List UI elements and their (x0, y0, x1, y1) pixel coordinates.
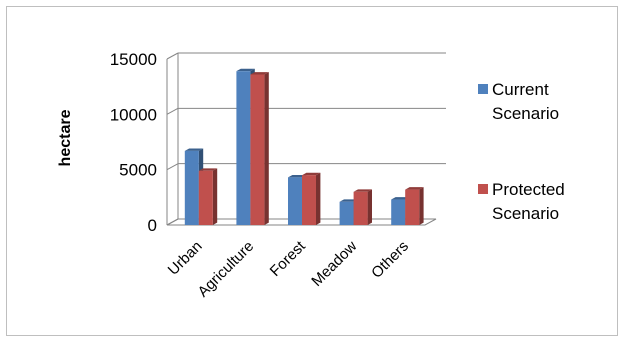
bar-top (302, 172, 321, 176)
chart-floor (166, 218, 437, 226)
y-tick-label: 5000 (119, 161, 157, 180)
bar-side (367, 189, 372, 225)
bar-top (184, 148, 204, 151)
bar-side (316, 172, 321, 225)
bar-top (288, 175, 307, 178)
x-category-label: Meadow (308, 238, 360, 290)
bar-side (264, 72, 269, 226)
bar (184, 150, 199, 225)
legend-label: Scenario (492, 104, 559, 123)
x-category-label: Agriculture (195, 238, 258, 301)
bar-top (250, 72, 269, 75)
gridline-side (166, 163, 179, 171)
bar-side (212, 168, 218, 225)
y-axis-title: hectare (57, 109, 74, 166)
bar (302, 175, 316, 225)
bar (236, 71, 251, 225)
legend-swatch (478, 84, 488, 94)
x-category-label: Forest (267, 237, 310, 280)
x-category-label: Others (368, 238, 412, 282)
chart-frame (6, 6, 618, 336)
bar-top (405, 187, 424, 190)
legend-label: Scenario (492, 204, 559, 223)
bar-top (391, 197, 410, 200)
bar (353, 191, 368, 225)
bar-top (353, 189, 372, 192)
bar (405, 189, 420, 225)
bar-top (198, 168, 218, 171)
gridline-side (166, 107, 179, 115)
bar-top (339, 199, 358, 202)
bar-side (419, 187, 424, 225)
legend-label: Current (492, 80, 549, 99)
chart-walls (166, 53, 437, 226)
y-tick-label: 15000 (110, 50, 157, 69)
x-category-label: Urban (165, 238, 206, 279)
bar (391, 199, 406, 225)
legend-swatch (478, 184, 488, 194)
chart-bars (184, 68, 424, 226)
bar (198, 170, 213, 225)
bar-top (236, 68, 255, 72)
gridline-side (166, 52, 179, 60)
y-tick-label: 0 (148, 216, 157, 235)
y-tick-label: 10000 (110, 105, 157, 124)
bar (288, 177, 302, 225)
y-axis-tick-labels: 0 5000 10000 15000 (110, 50, 157, 235)
legend-label: Protected (492, 180, 565, 199)
chart-legend: Current Scenario Protected Scenario (478, 80, 565, 223)
bar (339, 201, 354, 225)
bar (250, 74, 265, 225)
